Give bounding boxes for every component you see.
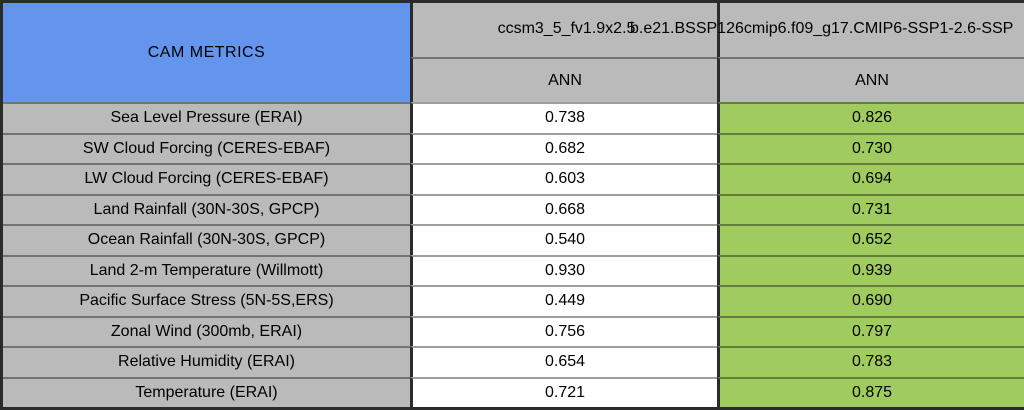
table-title: CAM METRICS	[3, 3, 410, 102]
metric-value: 0.654	[410, 346, 717, 377]
metric-label: Pacific Surface Stress (5N-5S,ERS)	[3, 285, 410, 316]
metric-value: 0.449	[410, 285, 717, 316]
model-header-cell-2	[717, 3, 1024, 57]
metric-value: 0.738	[410, 102, 717, 133]
metric-value: 0.694	[717, 163, 1024, 194]
metric-value: 0.939	[717, 254, 1024, 285]
metric-value: 0.783	[717, 346, 1024, 377]
metric-value: 0.682	[410, 132, 717, 163]
metric-value: 0.756	[410, 315, 717, 346]
season-header-row: ANN ANN	[3, 57, 1024, 102]
metric-label: Sea Level Pressure (ERAI)	[3, 102, 410, 133]
metric-label: SW Cloud Forcing (CERES-EBAF)	[3, 132, 410, 163]
table-row: Land Rainfall (30N-30S, GPCP) 0.668 0.73…	[3, 193, 1024, 224]
table-row: LW Cloud Forcing (CERES-EBAF) 0.603 0.69…	[3, 163, 1024, 194]
table-row: Zonal Wind (300mb, ERAI) 0.756 0.797	[3, 315, 1024, 346]
season-header-2: ANN	[717, 57, 1024, 102]
metric-value: 0.721	[410, 376, 717, 407]
metric-label: Temperature (ERAI)	[3, 376, 410, 407]
table-row: SW Cloud Forcing (CERES-EBAF) 0.682 0.73…	[3, 132, 1024, 163]
table-row: Relative Humidity (ERAI) 0.654 0.783	[3, 346, 1024, 377]
metric-value: 0.652	[717, 224, 1024, 255]
metric-label: Land 2-m Temperature (Willmott)	[3, 254, 410, 285]
metric-value: 0.690	[717, 285, 1024, 316]
metric-label: LW Cloud Forcing (CERES-EBAF)	[3, 163, 410, 194]
model-header-row: CAM METRICS	[3, 3, 1024, 102]
metric-label: Relative Humidity (ERAI)	[3, 346, 410, 377]
metric-label: Land Rainfall (30N-30S, GPCP)	[3, 193, 410, 224]
season-header-1: ANN	[410, 57, 717, 102]
table-row: Sea Level Pressure (ERAI) 0.738 0.826	[3, 102, 1024, 133]
metric-value: 0.731	[717, 193, 1024, 224]
metric-value: 0.540	[410, 224, 717, 255]
table-row: Land 2-m Temperature (Willmott) 0.930 0.…	[3, 254, 1024, 285]
model-header-cell-1	[410, 3, 717, 57]
metric-value: 0.668	[410, 193, 717, 224]
metric-value: 0.826	[717, 102, 1024, 133]
metric-label: Ocean Rainfall (30N-30S, GPCP)	[3, 224, 410, 255]
metric-label: Zonal Wind (300mb, ERAI)	[3, 315, 410, 346]
table-row: Pacific Surface Stress (5N-5S,ERS) 0.449…	[3, 285, 1024, 316]
metric-value: 0.730	[717, 132, 1024, 163]
table-row: Ocean Rainfall (30N-30S, GPCP) 0.540 0.6…	[3, 224, 1024, 255]
metric-value: 0.797	[717, 315, 1024, 346]
metric-value: 0.875	[717, 376, 1024, 407]
metrics-table: CAM METRICS ANN ANN Sea Level Pressure (…	[3, 3, 1024, 407]
metric-value: 0.603	[410, 163, 717, 194]
metric-value: 0.930	[410, 254, 717, 285]
table-row: Temperature (ERAI) 0.721 0.875	[3, 376, 1024, 407]
